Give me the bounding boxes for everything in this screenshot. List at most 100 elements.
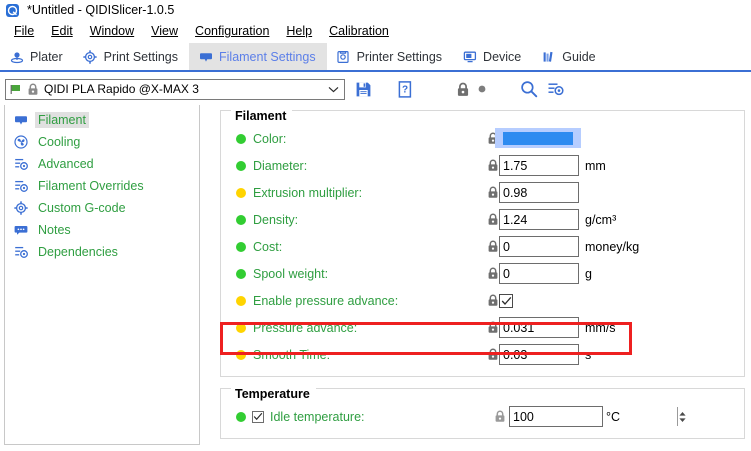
menu-view[interactable]: View bbox=[143, 22, 187, 40]
field-label-extrusion-multiplier: Extrusion multiplier: bbox=[253, 185, 363, 200]
menu-bar: File Edit Window View Configuration Help… bbox=[0, 20, 751, 42]
spool-weight-input[interactable] bbox=[499, 263, 579, 284]
menu-configuration-label: Configuration bbox=[195, 24, 270, 38]
tab-print-settings[interactable]: Print Settings bbox=[74, 43, 189, 71]
color-swatch-button[interactable] bbox=[495, 128, 581, 148]
field-label-enable-pressure-advance: Enable pressure advance: bbox=[253, 293, 399, 308]
sliders-gear-icon bbox=[13, 157, 28, 172]
sidebar-item-notes[interactable]: Notes bbox=[5, 219, 199, 241]
menu-calibration[interactable]: Calibration bbox=[321, 22, 398, 40]
preset-combobox[interactable]: QIDI PLA Rapido @X-MAX 3 bbox=[5, 78, 345, 100]
field-label-cost: Cost: bbox=[253, 239, 283, 254]
main-tab-bar: Plater Print Settings Filament Settings … bbox=[0, 43, 751, 71]
preset-combobox-value: QIDI PLA Rapido @X-MAX 3 bbox=[44, 82, 199, 96]
chevron-down-icon[interactable] bbox=[326, 86, 340, 93]
lock-closed-icon[interactable] bbox=[486, 159, 499, 173]
status-bullet-yellow bbox=[236, 187, 246, 198]
tab-plater[interactable]: Plater bbox=[0, 43, 74, 71]
revert-dot-button[interactable] bbox=[475, 78, 489, 100]
tab-filament-settings[interactable]: Filament Settings bbox=[189, 43, 327, 71]
sidebar-item-cooling[interactable]: Cooling bbox=[5, 131, 199, 153]
sidebar-item-advanced[interactable]: Advanced bbox=[5, 153, 199, 175]
lock-closed-icon[interactable] bbox=[486, 321, 499, 335]
diameter-input[interactable] bbox=[499, 155, 579, 176]
unit-diameter: mm bbox=[585, 158, 606, 173]
sidebar-item-dependencies[interactable]: Dependencies bbox=[5, 241, 199, 263]
group-filament: Filament Color: Diameter: bbox=[213, 109, 751, 377]
density-input[interactable] bbox=[499, 209, 579, 230]
lock-closed-icon[interactable] bbox=[486, 267, 499, 281]
tab-device-label: Device bbox=[483, 50, 522, 64]
field-row-color: Color: bbox=[221, 125, 744, 152]
extrusion-multiplier-input[interactable] bbox=[499, 182, 579, 203]
status-bullet-green bbox=[236, 214, 246, 225]
lock-closed-icon[interactable] bbox=[486, 240, 499, 254]
group-filament-title: Filament bbox=[231, 109, 293, 123]
gear-icon bbox=[13, 201, 28, 216]
title-bar: *Untitled - QIDISlicer-1.0.5 bbox=[0, 0, 751, 20]
filament-spool-icon bbox=[198, 50, 213, 65]
device-monitor-icon bbox=[462, 50, 477, 65]
save-preset-button[interactable] bbox=[351, 78, 375, 100]
smooth-time-input[interactable] bbox=[499, 344, 579, 365]
search-button[interactable] bbox=[517, 78, 541, 100]
status-bullet-green bbox=[236, 133, 246, 144]
field-row-density: Density: g/cm³ bbox=[221, 206, 744, 233]
mode-button[interactable] bbox=[543, 78, 567, 100]
menu-edit[interactable]: Edit bbox=[43, 22, 82, 40]
idle-temperature-enable-checkbox[interactable] bbox=[252, 410, 264, 423]
sidebar-item-cooling-label: Cooling bbox=[38, 135, 81, 149]
unit-density: g/cm³ bbox=[585, 212, 617, 227]
idle-temperature-spinner[interactable] bbox=[509, 406, 687, 427]
menu-help-label: Help bbox=[286, 24, 313, 38]
gear-icon bbox=[83, 50, 98, 65]
sliders-gear-icon bbox=[13, 245, 28, 260]
status-bullet-green bbox=[236, 160, 246, 171]
tab-printer-settings-label: Printer Settings bbox=[356, 50, 443, 64]
window-title: *Untitled - QIDISlicer-1.0.5 bbox=[27, 3, 175, 17]
unit-spool-weight: g bbox=[585, 266, 592, 281]
tab-printer-settings[interactable]: Printer Settings bbox=[327, 43, 453, 71]
status-bullet-yellow bbox=[236, 295, 246, 306]
lock-closed-icon[interactable] bbox=[486, 213, 499, 227]
field-label-density: Density: bbox=[253, 212, 299, 227]
menu-file[interactable]: File bbox=[6, 22, 43, 40]
lock-closed-icon[interactable] bbox=[486, 348, 499, 362]
field-label-pressure-advance: Pressure advance: bbox=[253, 320, 358, 335]
unit-cost: money/kg bbox=[585, 239, 640, 254]
pressure-advance-input[interactable] bbox=[499, 317, 579, 338]
field-row-smooth-time: Smooth Time: s bbox=[221, 341, 744, 368]
enable-pressure-advance-checkbox[interactable] bbox=[499, 293, 513, 308]
tab-device[interactable]: Device bbox=[453, 43, 532, 71]
lock-closed-icon[interactable] bbox=[486, 294, 499, 308]
lock-toggle-button[interactable] bbox=[451, 78, 475, 100]
delete-preset-button[interactable]: ? bbox=[393, 78, 417, 100]
spinner-arrows-icon[interactable] bbox=[677, 407, 687, 426]
filament-spool-icon bbox=[13, 113, 28, 128]
lock-closed-icon[interactable] bbox=[493, 410, 506, 424]
idle-temperature-input[interactable] bbox=[510, 407, 677, 426]
notes-bubble-icon bbox=[13, 223, 28, 238]
sidebar-item-filament[interactable]: Filament bbox=[5, 109, 199, 131]
green-flag-icon bbox=[10, 84, 24, 95]
preset-tool-buttons: ? bbox=[351, 78, 567, 100]
menu-window[interactable]: Window bbox=[82, 22, 143, 40]
field-row-spool-weight: Spool weight: g bbox=[221, 260, 744, 287]
sidebar-item-dependencies-label: Dependencies bbox=[38, 245, 118, 259]
field-row-cost: Cost: money/kg bbox=[221, 233, 744, 260]
group-temperature-box: Idle temperature: °C bbox=[220, 388, 745, 439]
sidebar-item-advanced-label: Advanced bbox=[38, 157, 94, 171]
tab-guide[interactable]: Guide bbox=[532, 43, 606, 71]
menu-help[interactable]: Help bbox=[278, 22, 321, 40]
menu-view-label: View bbox=[151, 24, 179, 38]
status-bullet-yellow bbox=[236, 322, 246, 333]
field-row-extrusion-multiplier: Extrusion multiplier: bbox=[221, 179, 744, 206]
lock-closed-icon[interactable] bbox=[486, 186, 499, 200]
sidebar-item-filament-overrides[interactable]: Filament Overrides bbox=[5, 175, 199, 197]
menu-configuration[interactable]: Configuration bbox=[187, 22, 278, 40]
field-row-pressure-advance: Pressure advance: mm/s bbox=[221, 314, 744, 341]
unit-idle-temperature: °C bbox=[606, 409, 621, 424]
cost-input[interactable] bbox=[499, 236, 579, 257]
status-bullet-green bbox=[236, 241, 246, 252]
sidebar-item-custom-gcode[interactable]: Custom G-code bbox=[5, 197, 199, 219]
